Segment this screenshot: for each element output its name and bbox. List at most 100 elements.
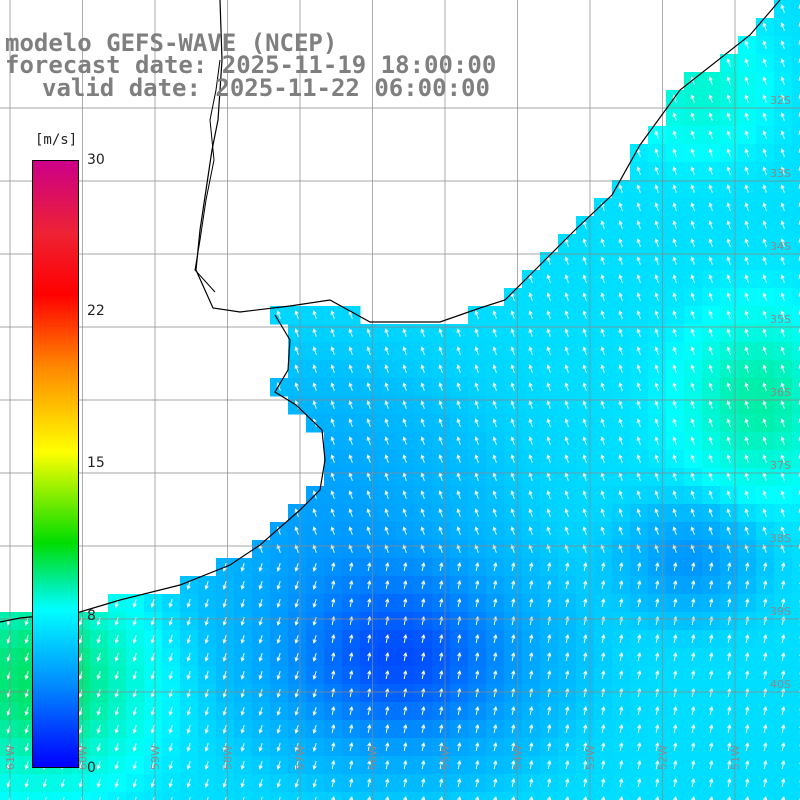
wind-arrow [655,670,660,680]
wind-arrow [780,202,785,211]
wind-arrow [78,653,83,662]
wind-arrow [294,346,299,355]
wind-arrow [385,724,390,734]
wind-arrow [564,256,569,265]
wind-arrow [691,724,696,734]
wind-arrow [546,364,551,373]
wind-arrow [762,238,767,247]
wind-arrow [421,760,426,770]
wind-arrow [331,724,336,734]
wind-arrow [258,599,263,608]
lon-label: 61W [4,745,17,770]
wind-arrow [240,725,245,734]
wind-arrow [367,688,372,698]
wind-arrow [654,220,659,229]
wind-arrow [511,634,516,644]
wind-cell [432,792,451,800]
wind-arrow [312,581,317,590]
wind-cell [324,792,343,800]
wind-arrow [366,382,371,391]
wind-arrow [367,778,372,788]
wind-arrow [600,544,605,553]
wind-arrow [726,346,731,355]
wind-cell [144,792,163,800]
wind-arrow [258,761,263,770]
wind-arrow [438,490,443,499]
wind-arrow [763,778,768,788]
wind-arrow [312,328,317,337]
wind-arrow [492,454,497,463]
wind-arrow [348,328,353,337]
wind-arrow [510,526,515,535]
lat-label: 32S [770,94,791,107]
wind-cell [792,216,800,235]
wind-cell [792,684,800,703]
wind-arrow [366,544,371,553]
wind-arrow [367,724,372,734]
wind-arrow [726,58,731,67]
wind-arrow [475,706,480,716]
wind-arrow [456,382,461,391]
wind-arrow [582,490,587,499]
wind-arrow [745,706,750,716]
wind-arrow [367,760,372,770]
wind-arrow [222,779,227,788]
wind-arrow [493,634,498,644]
wind-arrow [619,634,624,644]
wind-arrow [601,796,606,800]
wind-arrow [114,743,119,752]
wind-arrow [726,544,731,553]
wind-arrow [528,400,533,409]
wind-arrow [654,418,659,427]
wind-arrow [637,634,642,644]
wind-arrow [60,779,65,788]
wind-arrow [420,364,425,373]
wind-arrow [385,580,390,590]
wind-arrow [475,598,480,608]
wind-arrow [600,454,605,463]
wind-arrow [744,148,749,157]
wind-cell [486,792,505,800]
wind-arrow [349,760,354,770]
wind-cell [792,738,800,757]
wind-arrow [691,796,696,800]
wind-arrow [654,292,659,301]
wind-arrow [240,671,245,680]
wind-arrow [654,436,659,445]
wind-arrow [294,779,299,788]
wind-arrow [672,364,677,373]
wind-arrow [654,328,659,337]
wind-arrow [511,724,516,734]
wind-cell [792,288,800,307]
wind-arrow [493,652,498,662]
wind-arrow [439,760,444,770]
wind-arrow [132,689,137,698]
wind-cell [414,792,433,800]
wind-arrow [726,436,731,445]
wind-arrow [546,436,551,445]
wind-arrow [312,508,317,517]
wind-arrow [583,778,588,788]
wind-arrow [529,652,534,662]
wind-arrow [168,617,173,626]
wind-arrow [582,454,587,463]
wind-arrow [367,634,372,644]
wind-arrow [349,580,354,590]
wind-arrow [276,310,281,319]
wind-arrow [385,796,390,800]
wind-arrow [673,688,678,698]
wind-arrow [636,328,641,337]
wind-arrow [618,526,623,535]
wind-arrow [619,706,624,716]
wind-arrow [762,40,767,49]
wind-arrow [546,346,551,355]
wind-arrow [582,346,587,355]
coastline-la-plata-south [0,314,326,623]
wind-arrow [276,581,281,590]
wind-arrow [763,580,768,590]
wind-arrow [511,688,516,698]
wind-arrow [691,706,696,716]
wind-arrow [547,742,552,752]
wind-arrow [762,166,767,175]
wind-arrow [222,599,227,608]
